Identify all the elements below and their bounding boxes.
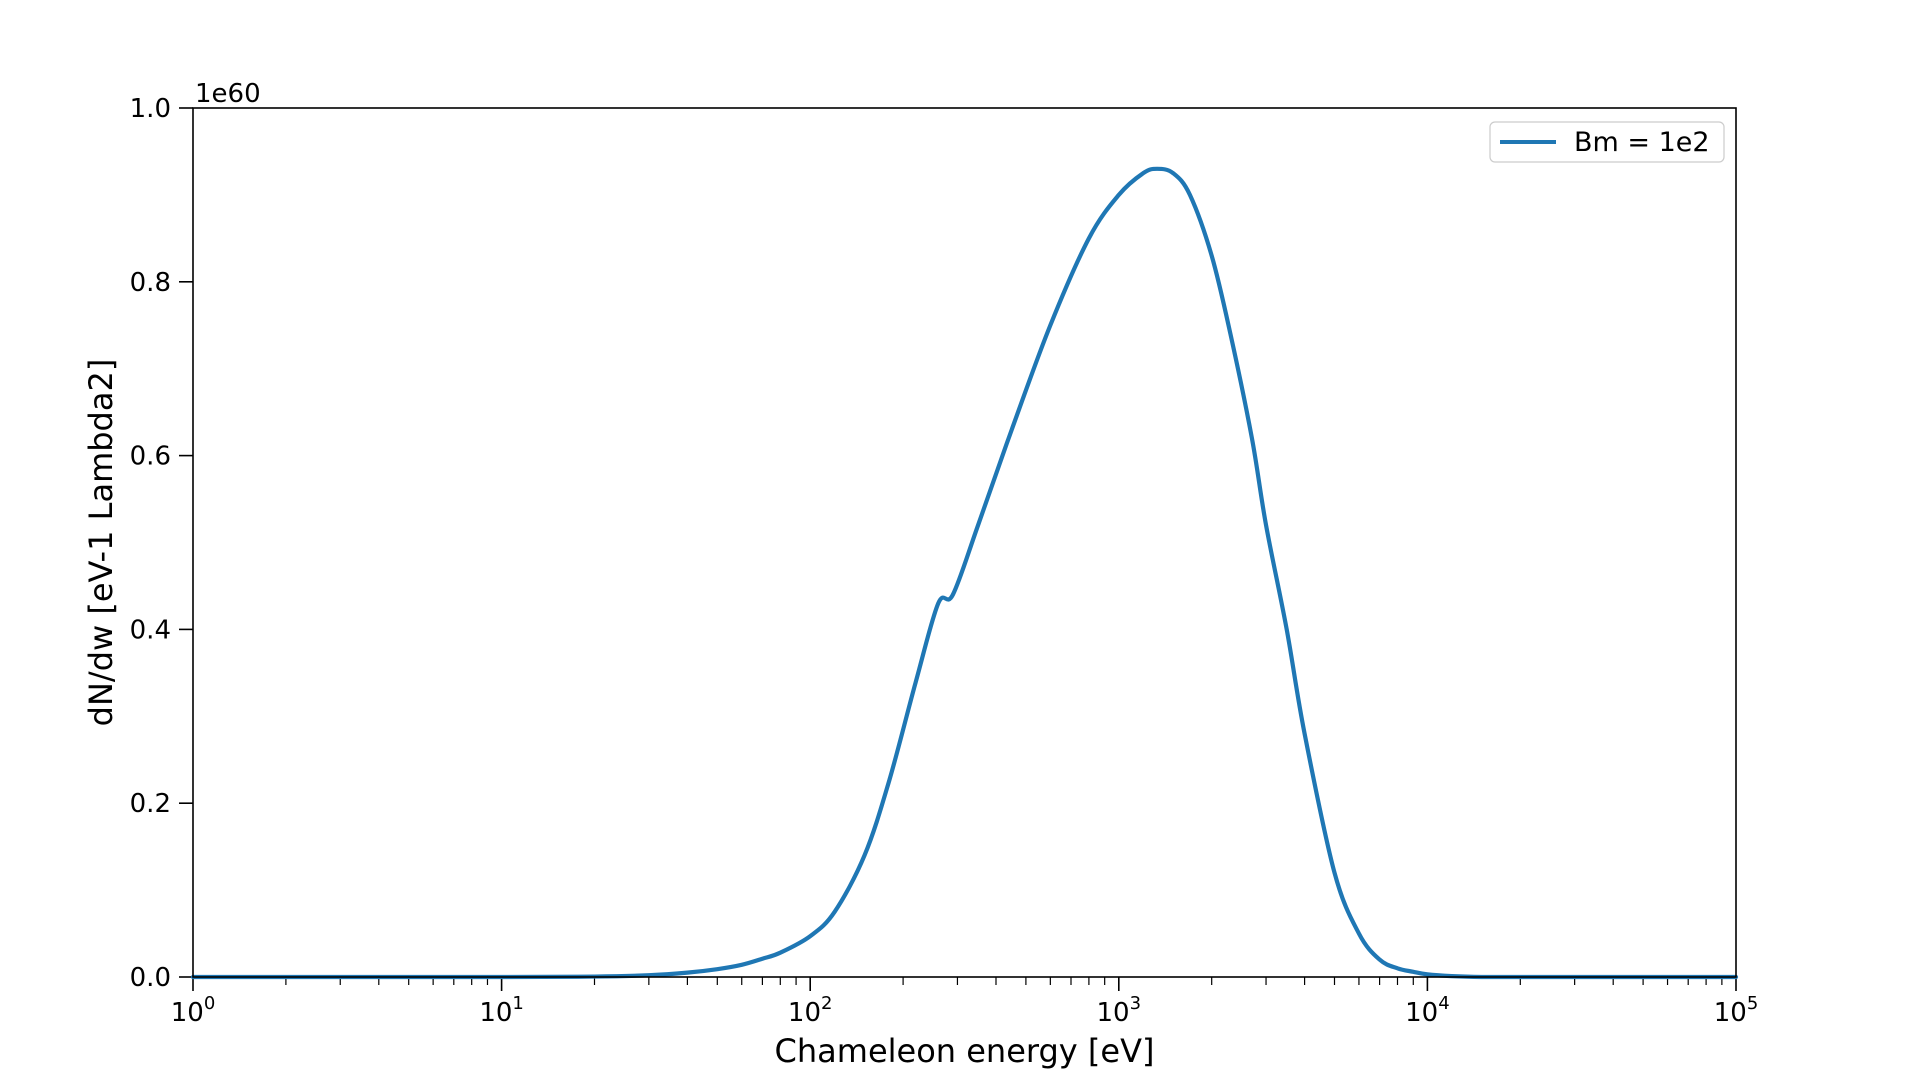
- x-tick-exponent: 0: [204, 993, 215, 1014]
- x-tick-label: 100: [171, 993, 216, 1028]
- x-axis-label: Chameleon energy [eV]: [775, 1032, 1155, 1070]
- legend-entry-label: Bm = 1e2: [1574, 127, 1710, 158]
- y-offset-label: 1e60: [195, 79, 261, 109]
- y-tick-label: 0.4: [130, 615, 171, 645]
- x-tick-exponent: 2: [821, 993, 832, 1014]
- x-tick-label: 102: [788, 993, 833, 1028]
- x-tick-exponent: 5: [1747, 993, 1758, 1014]
- series-line-0: [190, 166, 1739, 980]
- x-tick-label: 103: [1097, 993, 1142, 1028]
- legend-box: [1489, 121, 1725, 163]
- plot-area-frame: [192, 107, 1737, 978]
- x-tick-base: 10: [788, 998, 821, 1028]
- x-tick-exponent: 3: [1130, 993, 1141, 1014]
- y-tick-label: 0.8: [130, 268, 171, 298]
- x-tick-base: 10: [171, 998, 204, 1028]
- x-tick-base: 10: [1097, 998, 1130, 1028]
- x-tick-base: 10: [1714, 998, 1747, 1028]
- series-layer: [190, 166, 1739, 980]
- y-tick-label: 0.2: [130, 789, 171, 819]
- x-tick-base: 10: [1405, 998, 1438, 1028]
- x-tick-exponent: 1: [512, 993, 523, 1014]
- x-tick-base: 10: [479, 998, 512, 1028]
- x-tick-label: 105: [1714, 993, 1759, 1028]
- x-tick-label: 101: [479, 993, 524, 1028]
- legend: Bm = 1e2: [1489, 121, 1725, 163]
- y-axis-label: dN/dw [eV-1 Lambda2]: [82, 359, 120, 727]
- y-tick-label: 0.0: [130, 963, 171, 993]
- y-tick-label: 0.6: [130, 442, 171, 472]
- x-tick-exponent: 4: [1438, 993, 1449, 1014]
- x-tick-label: 104: [1405, 993, 1450, 1028]
- y-tick-label: 1.0: [130, 94, 171, 124]
